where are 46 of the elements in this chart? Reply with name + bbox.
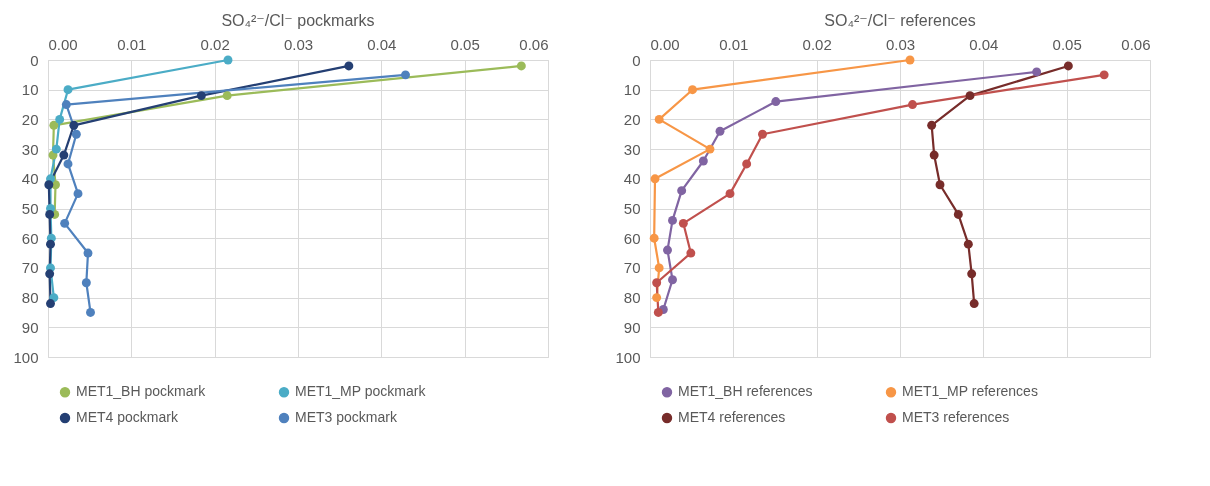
x-tick-label: 0.04 <box>969 35 999 53</box>
legend-label: MET1_MP pockmark <box>295 383 427 400</box>
y-tick-label: 30 <box>21 140 39 158</box>
x-tick-label: 0.04 <box>367 35 397 53</box>
y-tick-label: 80 <box>21 289 39 307</box>
y-tick-label: 70 <box>623 259 641 277</box>
y-tick-label: 10 <box>623 81 641 99</box>
x-tick-label: 0.01 <box>117 35 147 53</box>
chart-title: SO₄²⁻/Cl⁻ references <box>824 12 976 29</box>
chart-title: SO₄²⁻/Cl⁻ pockmarks <box>221 12 375 29</box>
legend-label: MET4 pockmark <box>76 409 179 425</box>
y-tick-label: 60 <box>21 229 39 247</box>
x-tick-label: 0.06 <box>1121 35 1151 53</box>
legend-label: MET4 references <box>678 409 786 425</box>
legend-label: MET1_BH references <box>678 383 813 400</box>
y-tick-label: 50 <box>623 200 641 217</box>
y-tick-label: 30 <box>623 140 641 158</box>
legend-label: MET3 references <box>902 409 1010 425</box>
y-tick-label: 100 <box>615 348 641 366</box>
y-tick-label: 20 <box>623 110 641 128</box>
y-tick-label: 40 <box>623 170 641 188</box>
legend-label: MET1_BH pockmark <box>76 383 207 400</box>
x-tick-label: 0.06 <box>519 35 549 53</box>
legend-label: MET1_MP references <box>902 383 1038 400</box>
legend-label: MET3 pockmark <box>295 409 398 425</box>
x-tick-label: 0.03 <box>885 35 916 53</box>
x-tick-label: 0.05 <box>1052 35 1082 53</box>
x-tick-label: 0.02 <box>200 35 230 53</box>
x-tick-label: 0.05 <box>450 35 480 53</box>
x-tick-label: 0.02 <box>802 35 832 53</box>
y-tick-label: 10 <box>21 81 39 99</box>
x-tick-label: 0.03 <box>283 35 314 53</box>
x-tick-label: 0.00 <box>48 35 78 53</box>
y-tick-label: 60 <box>623 229 641 247</box>
y-tick-label: 40 <box>21 170 39 188</box>
y-tick-label: 90 <box>21 318 39 336</box>
x-tick-label: 0.01 <box>719 35 749 53</box>
y-tick-label: 80 <box>623 289 641 307</box>
y-tick-label: 100 <box>13 348 39 366</box>
y-tick-label: 50 <box>21 200 39 217</box>
y-tick-label: 0 <box>632 51 641 69</box>
y-tick-label: 90 <box>623 318 641 336</box>
y-tick-label: 70 <box>21 259 39 277</box>
y-tick-label: 0 <box>30 51 39 69</box>
y-tick-label: 20 <box>21 110 39 128</box>
x-tick-label: 0.00 <box>650 35 680 53</box>
